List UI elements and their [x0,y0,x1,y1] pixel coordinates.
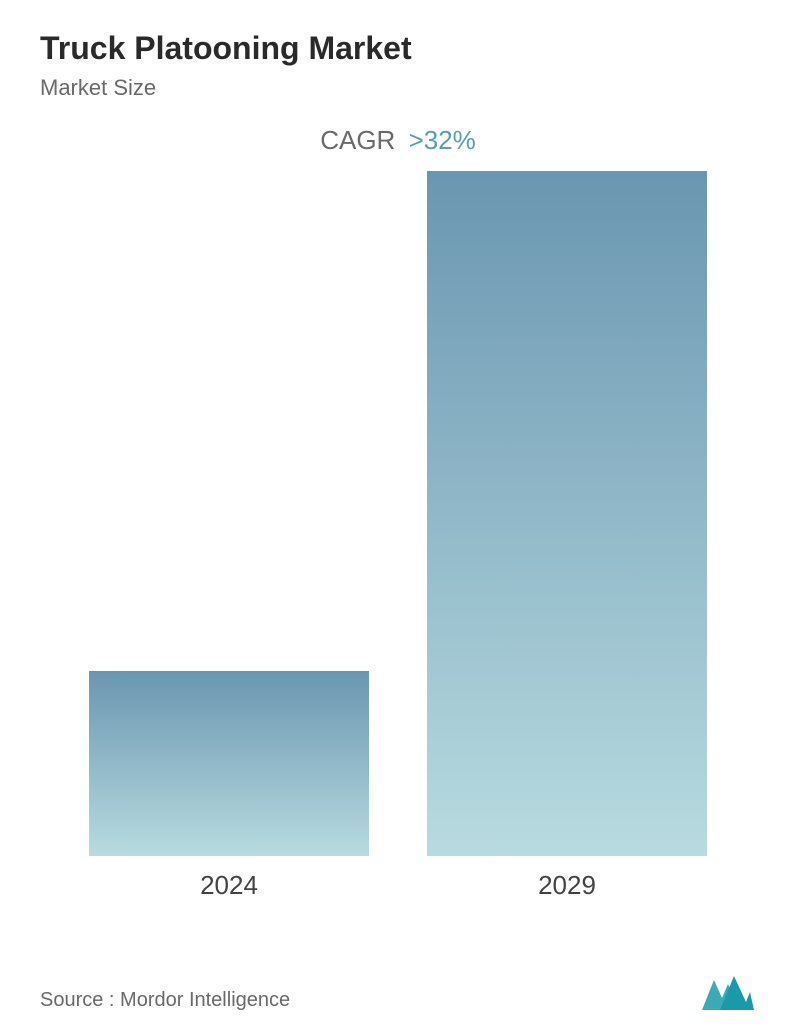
x-axis-labels: 2024 2029 [40,856,756,901]
chart-title: Truck Platooning Market [40,30,756,67]
bar-wrap-0 [89,671,369,856]
x-label-0: 2024 [89,870,369,901]
chart-subtitle: Market Size [40,75,756,101]
cagr-annotation: CAGR >32% [40,125,756,156]
x-label-1: 2029 [427,870,707,901]
bar-2024 [89,671,369,856]
bar-chart-area [40,166,756,856]
bar-wrap-1 [427,171,707,856]
cagr-label: CAGR [320,125,395,155]
cagr-value: >32% [409,125,476,155]
source-text: Source : Mordor Intelligence [40,989,290,1012]
bar-2029 [427,171,707,856]
chart-footer: Source : Mordor Intelligence [40,972,756,1012]
mordor-logo-icon [700,972,756,1012]
